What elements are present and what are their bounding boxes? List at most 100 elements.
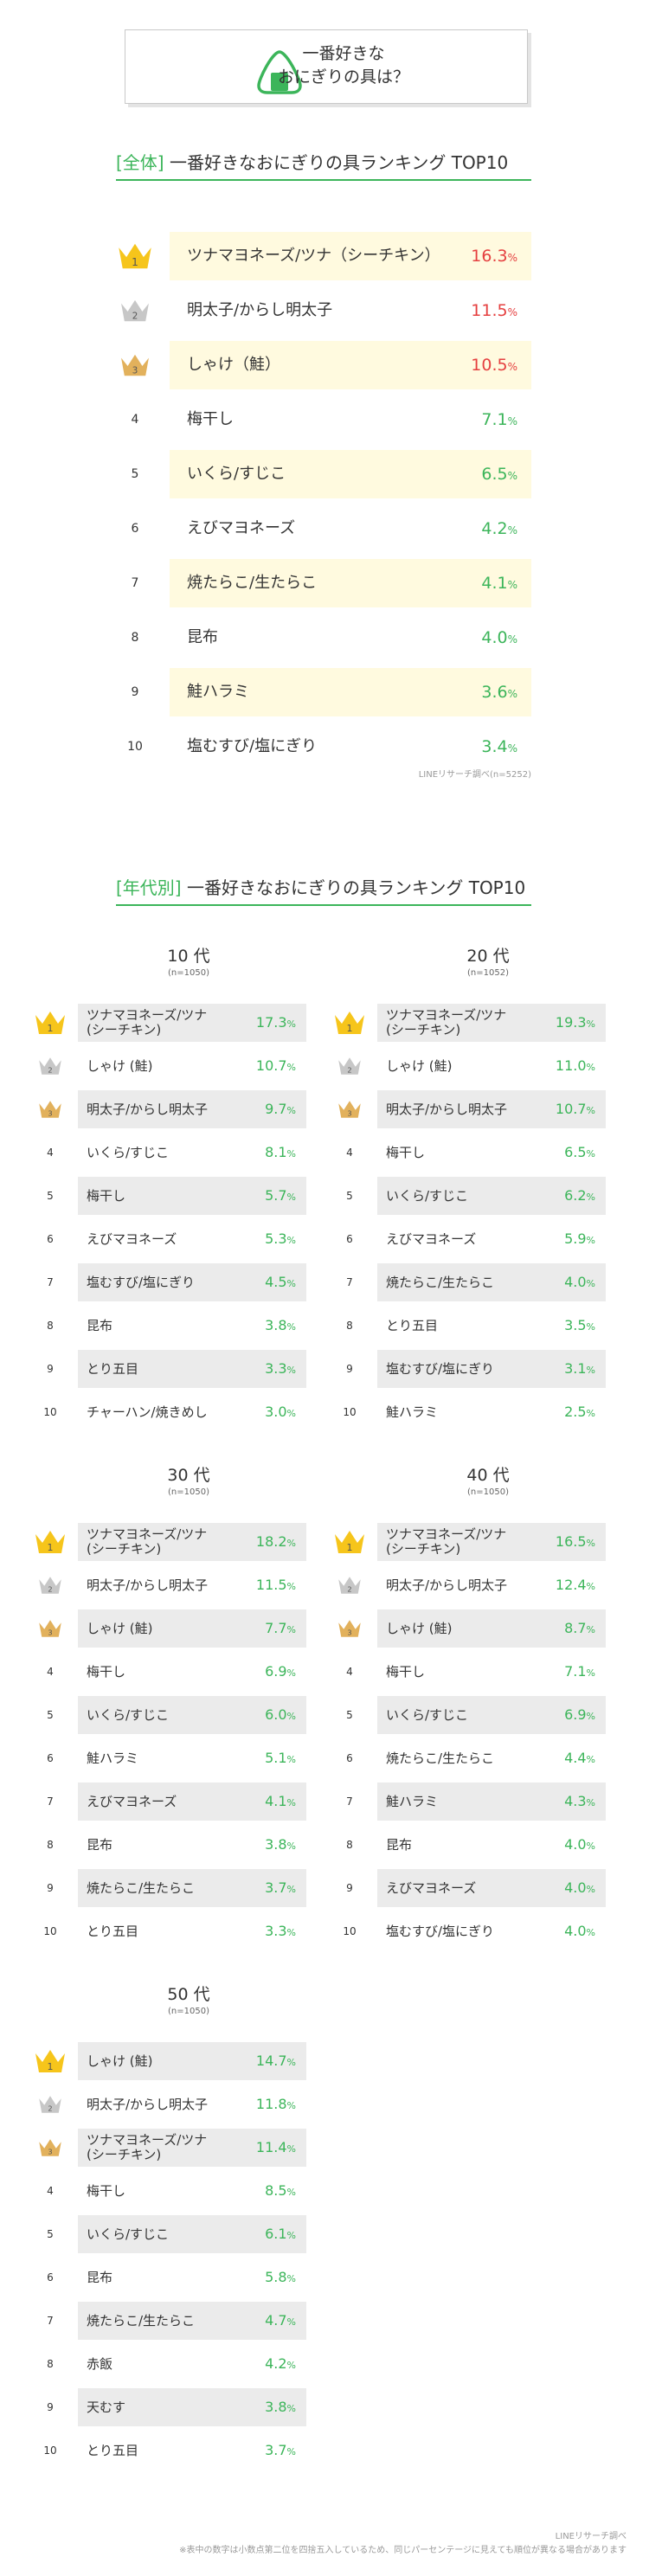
item-name-text: ツナマヨネーズ/ツナ (シーチキン) bbox=[386, 1526, 507, 1557]
rank-label: 1 bbox=[116, 232, 154, 280]
ranking-value: 6.9% bbox=[265, 1653, 296, 1691]
item-name: 鮭ハラミ bbox=[187, 683, 249, 701]
ranking-value: 3.8% bbox=[265, 1826, 296, 1864]
age-row: 9 とり五目 3.3% bbox=[33, 1350, 306, 1388]
overall-row: 7 焼たらこ/生たらこ 4.1% bbox=[116, 559, 531, 607]
ranking-value: 10.7% bbox=[256, 1047, 296, 1085]
crown-rank-number: 1 bbox=[347, 1542, 353, 1553]
rank-label: 1 bbox=[332, 1004, 367, 1042]
value-unit: % bbox=[586, 1278, 595, 1289]
row-band bbox=[78, 1350, 306, 1388]
item-name: 焼たらこ/生たらこ bbox=[87, 1869, 242, 1907]
value-number: 7.7 bbox=[265, 1620, 287, 1636]
age-row: 9 えびマヨネーズ 4.0% bbox=[332, 1869, 606, 1907]
item-name-text: 焼たらこ/生たらこ bbox=[87, 2312, 196, 2329]
ranking-value: 4.0% bbox=[564, 1912, 595, 1950]
row-band bbox=[170, 613, 531, 662]
value-number: 12.4 bbox=[555, 1577, 587, 1593]
value-unit: % bbox=[286, 1624, 296, 1635]
item-name: 昆布 bbox=[386, 1826, 542, 1864]
age-row: 8 昆布 3.8% bbox=[33, 1826, 306, 1864]
item-name-text: しゃけ (鮭) bbox=[87, 1057, 153, 1074]
rank-label: 8 bbox=[346, 1320, 353, 1332]
row-band bbox=[377, 1350, 606, 1388]
rank-label: 9 bbox=[131, 685, 139, 699]
rank-label: 2 bbox=[33, 1566, 67, 1604]
crown-rank-number: 3 bbox=[347, 1109, 351, 1118]
page-title-line2: おにぎりの具は？ bbox=[277, 67, 409, 87]
value-unit: % bbox=[286, 1538, 296, 1549]
ranking-value: 3.6% bbox=[481, 668, 517, 716]
ranking-value: 5.3% bbox=[265, 1220, 296, 1258]
ranking-value: 11.0% bbox=[556, 1047, 595, 1085]
silver-crown-icon: 2 bbox=[121, 299, 149, 321]
value-number: 14.7 bbox=[255, 2052, 287, 2069]
age-group-label: 40 代 bbox=[466, 1466, 510, 1485]
silver-crown-icon: 2 bbox=[338, 1577, 361, 1594]
ranking-value: 3.8% bbox=[265, 1307, 296, 1345]
rank-label: 8 bbox=[47, 2358, 54, 2370]
value-unit: % bbox=[286, 1711, 296, 1722]
item-name-text: 塩むすび/塩にぎり bbox=[87, 1274, 196, 1290]
value-unit: % bbox=[507, 688, 517, 700]
rank-label: 3 bbox=[33, 1609, 67, 1648]
rank-label: 2 bbox=[332, 1566, 367, 1604]
age-group-label: 30 代 bbox=[167, 1466, 210, 1485]
item-name: 鮭ハラミ bbox=[87, 1739, 242, 1777]
item-name-text: ツナマヨネーズ/ツナ (シーチキン) bbox=[87, 1007, 208, 1037]
item-name-text: チャーハン/焼きめし bbox=[87, 1404, 208, 1420]
ranking-value: 3.1% bbox=[564, 1350, 595, 1388]
age-row: 1 ツナマヨネーズ/ツナ (シーチキン) 18.2% bbox=[33, 1523, 306, 1561]
ranking-value: 5.7% bbox=[265, 1177, 296, 1215]
age-row: 8 赤飯 4.2% bbox=[33, 2345, 306, 2383]
age-row: 1 ツナマヨネーズ/ツナ (シーチキン) 17.3% bbox=[33, 1004, 306, 1042]
item-name-text: ツナマヨネーズ/ツナ (シーチキン) bbox=[87, 2132, 208, 2162]
item-name: ツナマヨネーズ/ツナ (シーチキン) bbox=[87, 1523, 242, 1561]
item-name: 焼たらこ/生たらこ bbox=[386, 1263, 542, 1301]
ranking-value: 11.8% bbox=[256, 2085, 296, 2123]
item-name: 鮭ハラミ bbox=[386, 1783, 542, 1821]
age-row: 5 いくら/すじこ 6.9% bbox=[332, 1696, 606, 1734]
item-name: えびマヨネーズ bbox=[386, 1220, 542, 1258]
item-name: 昆布 bbox=[187, 628, 218, 646]
value-number: 10.7 bbox=[555, 1101, 587, 1117]
value-unit: % bbox=[286, 2100, 296, 2111]
rank-label: 10 bbox=[343, 1406, 357, 1418]
rank-label: 5 bbox=[346, 1709, 353, 1721]
rank-label: 7 bbox=[346, 1795, 353, 1808]
row-band bbox=[78, 2302, 306, 2340]
value-number: 4.1 bbox=[481, 574, 508, 593]
age-row: 8 とり五目 3.5% bbox=[332, 1307, 606, 1345]
ranking-value: 4.1% bbox=[265, 1783, 296, 1821]
overall-row: 3 しゃけ（鮭） 10.5% bbox=[116, 341, 531, 389]
value-number: 19.3 bbox=[555, 1014, 587, 1031]
value-number: 4.7 bbox=[265, 2312, 287, 2329]
overall-row: 9 鮭ハラミ 3.6% bbox=[116, 668, 531, 716]
value-number: 3.1 bbox=[564, 1360, 587, 1377]
age-row: 4 梅干し 7.1% bbox=[332, 1653, 606, 1691]
item-name: 塩むすび/塩にぎり bbox=[386, 1912, 542, 1950]
ranking-value: 3.7% bbox=[265, 1869, 296, 1907]
age-title-text: 一番好きなおにぎりの具ランキング TOP10 bbox=[186, 877, 526, 898]
item-name: とり五目 bbox=[87, 1350, 242, 1388]
item-name: 赤飯 bbox=[87, 2345, 242, 2383]
ranking-value: 9.7% bbox=[265, 1090, 296, 1128]
row-band bbox=[78, 1869, 306, 1907]
age-row: 9 天むす 3.8% bbox=[33, 2388, 306, 2426]
ranking-value: 7.7% bbox=[265, 1609, 296, 1648]
item-name-text: とり五目 bbox=[386, 1317, 439, 1333]
row-band bbox=[78, 1263, 306, 1301]
crown-rank-number: 1 bbox=[48, 2061, 54, 2072]
value-unit: % bbox=[507, 742, 517, 755]
crown-rank-number: 2 bbox=[347, 1066, 351, 1075]
overall-row: 5 いくら/すじこ 6.5% bbox=[116, 450, 531, 498]
item-name: しゃけ（鮭） bbox=[187, 356, 280, 374]
item-name-text: とり五目 bbox=[87, 1923, 139, 1939]
age-row: 7 焼たらこ/生たらこ 4.7% bbox=[33, 2302, 306, 2340]
item-name: 塩むすび/塩にぎり bbox=[87, 1263, 242, 1301]
value-number: 4.4 bbox=[564, 1750, 587, 1766]
age-row: 8 昆布 3.8% bbox=[33, 1307, 306, 1345]
ranking-value: 12.4% bbox=[556, 1566, 595, 1604]
rank-label: 5 bbox=[47, 1709, 54, 1721]
value-number: 18.2 bbox=[255, 1533, 287, 1550]
